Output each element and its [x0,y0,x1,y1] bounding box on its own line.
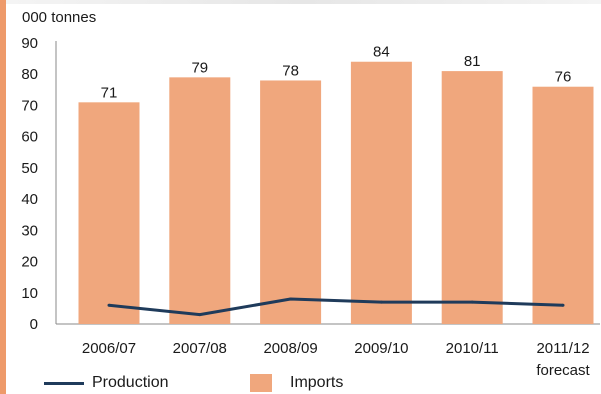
production-point [561,303,565,307]
legend: Production Imports [36,372,496,394]
y-axis-unit-label: 000 tonnes [22,9,97,26]
x-tick-label: 2011/12 [536,340,589,357]
y-tick-label: 70 [21,97,38,114]
y-tick-label: 90 [21,35,38,52]
legend-imports-swatch [250,374,272,392]
top-title-strip [6,0,601,4]
legend-production-line [44,382,84,385]
y-tick-label: 20 [21,254,38,271]
y-tick-label: 0 [30,316,38,333]
y-tick-label: 30 [21,222,38,239]
y-tick-label: 60 [21,129,38,146]
production-line [108,297,564,317]
production-point [107,303,111,307]
imports-bar [78,102,140,324]
bar-value-label: 79 [191,59,208,76]
bar-value-label: 81 [464,53,481,70]
y-tick-label: 10 [21,285,38,302]
bar-value-label: 71 [101,84,118,101]
x-tick-label: 2006/07 [82,340,136,357]
x-tick-label: 2009/10 [354,340,408,357]
legend-production-label: Production [92,374,169,391]
y-tick-label: 50 [21,160,38,177]
imports-bar [441,71,503,324]
x-tick-sublabel: forecast [536,362,590,379]
x-tick-label: 2007/08 [173,340,227,357]
x-tick-label: 2010/11 [446,340,499,357]
production-point [379,300,383,304]
imports-bar [260,80,322,324]
bar-value-label: 78 [282,62,299,79]
bar-value-label: 76 [555,69,572,86]
y-tick-label: 40 [21,191,38,208]
imports-bar [169,77,231,324]
production-point [198,313,202,317]
legend-imports-label: Imports [290,374,344,391]
imports-bar [350,61,412,324]
x-tick-label: 2008/09 [263,340,317,357]
bar-value-label: 84 [373,44,390,61]
imports-bar [532,86,594,324]
production-point [289,297,293,301]
production-point [470,300,474,304]
left-accent-bar [0,0,6,394]
y-tick-label: 80 [21,66,38,83]
